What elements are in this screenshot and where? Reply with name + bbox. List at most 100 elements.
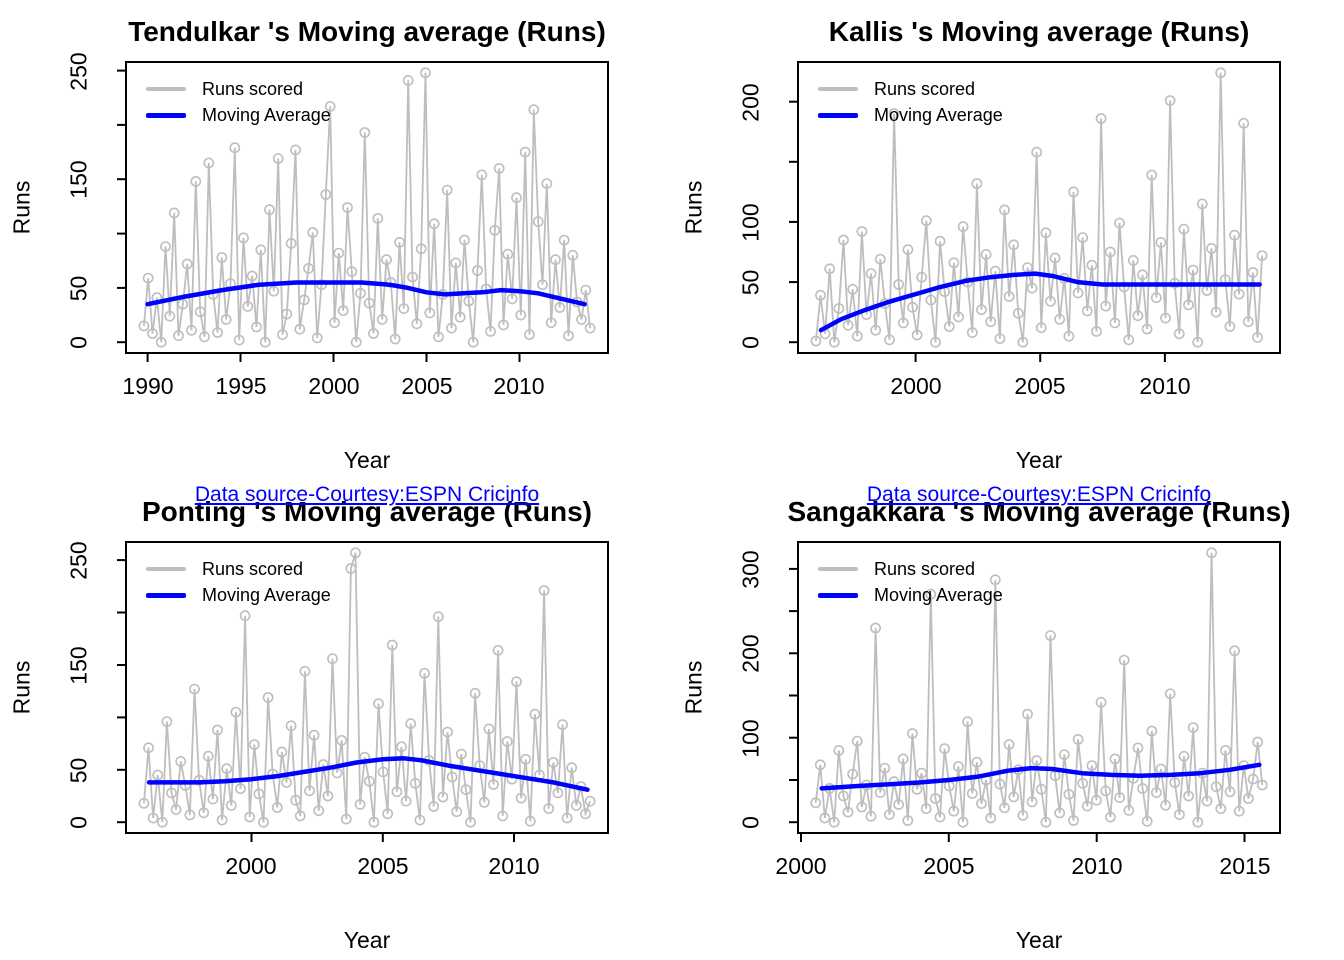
x-tick-label: 2005 <box>401 373 453 399</box>
runs-point-marker <box>290 144 301 156</box>
runs-point-marker <box>264 204 275 216</box>
legend-label-runs-scored: Runs scored <box>874 558 976 579</box>
runs-point-marker <box>1081 800 1093 812</box>
data-source-caption: Data source-Courtesy:ESPN Cricinfo <box>194 483 540 506</box>
runs-point-marker <box>294 323 306 335</box>
runs-point-marker <box>368 328 379 339</box>
runs-point-marker <box>566 762 578 774</box>
runs-point-marker <box>1210 781 1222 793</box>
runs-point-marker <box>1068 815 1079 826</box>
runs-point-marker <box>952 761 964 772</box>
runs-point-marker <box>957 221 969 233</box>
runs-point-marker <box>304 785 315 797</box>
runs-point-marker <box>175 755 187 767</box>
runs-point-marker <box>1086 760 1098 771</box>
runs-point-marker <box>411 318 423 330</box>
x-tick-label: 2010 <box>493 373 545 399</box>
runs-point-marker <box>893 799 904 810</box>
runs-point-marker <box>920 803 932 815</box>
runs-point-marker <box>554 302 566 313</box>
runs-point-marker <box>488 779 499 790</box>
runs-point-marker <box>953 311 964 323</box>
runs-point-marker <box>398 303 410 314</box>
runs-point-marker <box>1238 117 1250 129</box>
runs-point-marker <box>184 809 196 821</box>
runs-point-marker <box>920 215 932 227</box>
runs-point-marker <box>989 574 1001 586</box>
runs-point-marker <box>472 265 483 276</box>
x-axis-label: Year <box>1015 927 1063 953</box>
legend: Runs scored Moving Average <box>818 556 1003 608</box>
runs-point-marker <box>483 723 495 735</box>
runs-point-marker <box>155 336 167 348</box>
runs-point-marker <box>450 257 462 269</box>
runs-point-marker <box>381 254 392 266</box>
runs-point-marker <box>394 236 405 248</box>
legend: Runs scored Moving Average <box>146 556 331 608</box>
runs-scored-line <box>814 552 1264 823</box>
legend-label-moving-average: Moving Average <box>202 104 331 125</box>
runs-point-marker <box>519 146 531 158</box>
runs-point-marker <box>1012 307 1024 319</box>
runs-point-marker <box>994 778 1006 790</box>
runs-point-marker <box>1123 804 1135 816</box>
runs-point-marker <box>363 775 375 787</box>
runs-point-marker <box>1215 67 1227 79</box>
runs-point-marker <box>842 806 854 818</box>
runs-point-marker <box>506 293 518 305</box>
runs-point-marker <box>547 757 559 768</box>
x-tick-label: 2005 <box>357 853 409 879</box>
runs-point-marker <box>874 787 886 798</box>
runs-point-marker <box>189 683 200 695</box>
runs-point-marker <box>320 189 332 200</box>
runs-point-marker <box>1045 295 1056 307</box>
x-tick-label: 2000 <box>890 373 942 399</box>
runs-point-marker <box>492 644 504 656</box>
runs-point-marker <box>419 667 430 679</box>
runs-point-marker <box>372 212 384 224</box>
runs-point-marker <box>576 313 587 325</box>
runs-point-marker <box>1229 645 1240 657</box>
runs-point-marker <box>865 268 877 279</box>
moving-average-swatch <box>146 112 186 118</box>
runs-point-marker <box>916 767 927 779</box>
runs-point-marker <box>1247 773 1259 785</box>
runs-point-marker <box>160 241 171 252</box>
runs-point-marker <box>229 142 241 154</box>
runs-point-marker <box>409 777 421 789</box>
runs-point-marker <box>147 328 158 339</box>
runs-point-marker <box>276 746 288 758</box>
runs-point-marker <box>281 776 292 788</box>
runs-point-marker <box>327 653 338 665</box>
runs-point-marker <box>1192 816 1204 828</box>
runs-point-marker <box>1224 321 1236 332</box>
runs-point-marker <box>1233 805 1245 817</box>
runs-point-marker <box>225 799 237 811</box>
runs-point-marker <box>1008 791 1020 803</box>
runs-point-marker <box>851 735 863 747</box>
runs-point-marker <box>966 327 978 338</box>
runs-point-marker <box>1247 266 1259 278</box>
runs-point-marker <box>810 797 822 809</box>
runs-point-marker <box>242 300 254 312</box>
runs-point-marker <box>985 812 997 824</box>
runs-point-marker <box>1173 809 1185 820</box>
runs-point-marker <box>580 284 592 296</box>
axis-tick-marks <box>117 69 521 362</box>
x-tick-label: 1995 <box>215 373 267 399</box>
runs-point-marker <box>152 769 164 781</box>
runs-point-marker <box>1049 252 1061 264</box>
runs-point-marker <box>469 687 481 699</box>
runs-point-marker <box>294 810 306 822</box>
runs-point-marker <box>884 334 895 346</box>
runs-point-marker <box>285 237 297 249</box>
y-axis-label: Runs <box>680 660 707 714</box>
runs-point-marker <box>543 803 555 814</box>
runs-point-marker <box>879 762 891 774</box>
runs-scored-swatch <box>818 567 858 571</box>
runs-point-marker <box>198 807 210 819</box>
runs-point-marker <box>1077 777 1089 789</box>
legend-item-moving-average: Moving Average <box>146 102 331 128</box>
runs-point-marker <box>1054 807 1066 819</box>
axis-tick-marks <box>789 100 1166 362</box>
